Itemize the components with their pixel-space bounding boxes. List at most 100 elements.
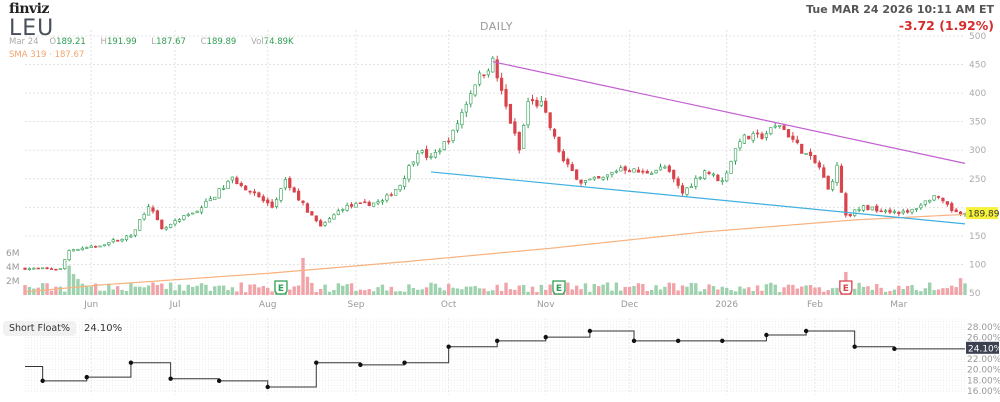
candle bbox=[778, 125, 782, 129]
candle-body bbox=[866, 205, 870, 210]
candle-body bbox=[23, 267, 27, 270]
volume-bar bbox=[164, 288, 168, 295]
volume-bar bbox=[266, 287, 270, 295]
earnings-marker[interactable]: E bbox=[274, 280, 288, 295]
volume-bar bbox=[588, 291, 592, 295]
candle-body bbox=[676, 178, 680, 186]
candle bbox=[398, 184, 402, 192]
volume-bar bbox=[738, 286, 742, 295]
candle bbox=[226, 179, 230, 189]
candle-body bbox=[191, 212, 195, 215]
candle bbox=[288, 176, 292, 191]
candle-body bbox=[658, 166, 663, 171]
y-tick-label: 300 bbox=[969, 146, 986, 156]
volume-bar bbox=[451, 287, 455, 295]
volume-bar bbox=[804, 285, 808, 295]
volume-bar bbox=[120, 289, 124, 295]
candle-body bbox=[791, 135, 795, 140]
volume-bar bbox=[151, 282, 155, 295]
candle-body bbox=[142, 213, 146, 220]
candle-body bbox=[650, 172, 654, 175]
volume-bar bbox=[124, 291, 129, 295]
earnings-marker[interactable]: E bbox=[552, 280, 566, 295]
candle-body bbox=[667, 165, 671, 172]
candle bbox=[182, 215, 186, 221]
candle bbox=[76, 248, 80, 251]
candle-body bbox=[63, 259, 67, 269]
candle bbox=[760, 131, 764, 140]
volume-bar bbox=[742, 288, 747, 295]
candle bbox=[747, 135, 751, 140]
candle-body bbox=[645, 170, 649, 174]
volume-bar bbox=[936, 289, 941, 295]
x-tick-label: Mar bbox=[890, 300, 907, 310]
volume-bar bbox=[85, 285, 89, 295]
candle-body bbox=[570, 164, 574, 172]
volume-bar bbox=[32, 288, 36, 295]
earnings-marker[interactable]: E bbox=[839, 280, 853, 295]
volume-bar bbox=[186, 284, 190, 295]
candle-body bbox=[239, 183, 243, 187]
candle-body bbox=[429, 156, 433, 158]
candle bbox=[45, 266, 49, 270]
candle-body bbox=[800, 143, 804, 154]
volume-bar bbox=[296, 285, 301, 295]
candle bbox=[94, 245, 98, 248]
candle-body bbox=[597, 176, 601, 179]
short-float-point bbox=[892, 346, 897, 352]
candle bbox=[725, 170, 729, 182]
candle bbox=[41, 267, 45, 270]
candle bbox=[628, 168, 632, 173]
candle-body bbox=[173, 220, 177, 225]
candle bbox=[433, 149, 438, 159]
candle bbox=[579, 179, 583, 186]
candle-body bbox=[67, 250, 71, 261]
volume-bar bbox=[566, 282, 570, 295]
volume-bar bbox=[486, 291, 491, 295]
candle-body bbox=[755, 132, 760, 135]
volume-bar bbox=[129, 283, 133, 295]
volume-tick-label: 6M bbox=[6, 249, 20, 259]
volume-bar bbox=[830, 288, 835, 295]
candle bbox=[667, 164, 671, 173]
candle-body bbox=[169, 223, 173, 228]
volume-bar bbox=[115, 286, 120, 295]
candle-body bbox=[438, 150, 442, 153]
candle bbox=[919, 203, 923, 210]
volume-bar bbox=[504, 282, 508, 295]
candle bbox=[508, 103, 513, 124]
volume-bar bbox=[327, 291, 332, 295]
earnings-label: E bbox=[278, 284, 284, 294]
volume-bar bbox=[663, 286, 667, 295]
short-float-point bbox=[358, 362, 363, 368]
volume-bar bbox=[654, 285, 658, 295]
volume-bar bbox=[411, 288, 416, 295]
volume-bar bbox=[676, 290, 680, 295]
candle bbox=[658, 163, 663, 171]
candle-body bbox=[928, 200, 932, 203]
finviz-logo[interactable]: finviz bbox=[9, 1, 49, 17]
volume-bar bbox=[649, 290, 654, 295]
candle-body bbox=[817, 162, 821, 168]
volume-tick-label: 4M bbox=[6, 263, 20, 273]
volume-bar bbox=[870, 289, 875, 295]
candle-body bbox=[451, 130, 455, 141]
volume-bar bbox=[817, 287, 822, 295]
candle-body bbox=[694, 178, 698, 187]
candle bbox=[804, 153, 808, 155]
low-label: L bbox=[151, 37, 157, 47]
volume-bar bbox=[460, 289, 464, 295]
candle-body bbox=[901, 210, 905, 214]
candle bbox=[910, 208, 914, 215]
candle-body bbox=[323, 222, 327, 226]
candle bbox=[539, 96, 543, 108]
earnings-badge bbox=[552, 280, 566, 295]
candle bbox=[217, 188, 221, 199]
candle-body bbox=[199, 207, 204, 213]
volume-bar bbox=[698, 291, 702, 295]
candle bbox=[230, 176, 235, 184]
candle-body bbox=[266, 199, 270, 204]
volume-bar bbox=[49, 290, 54, 295]
candle bbox=[252, 188, 257, 197]
